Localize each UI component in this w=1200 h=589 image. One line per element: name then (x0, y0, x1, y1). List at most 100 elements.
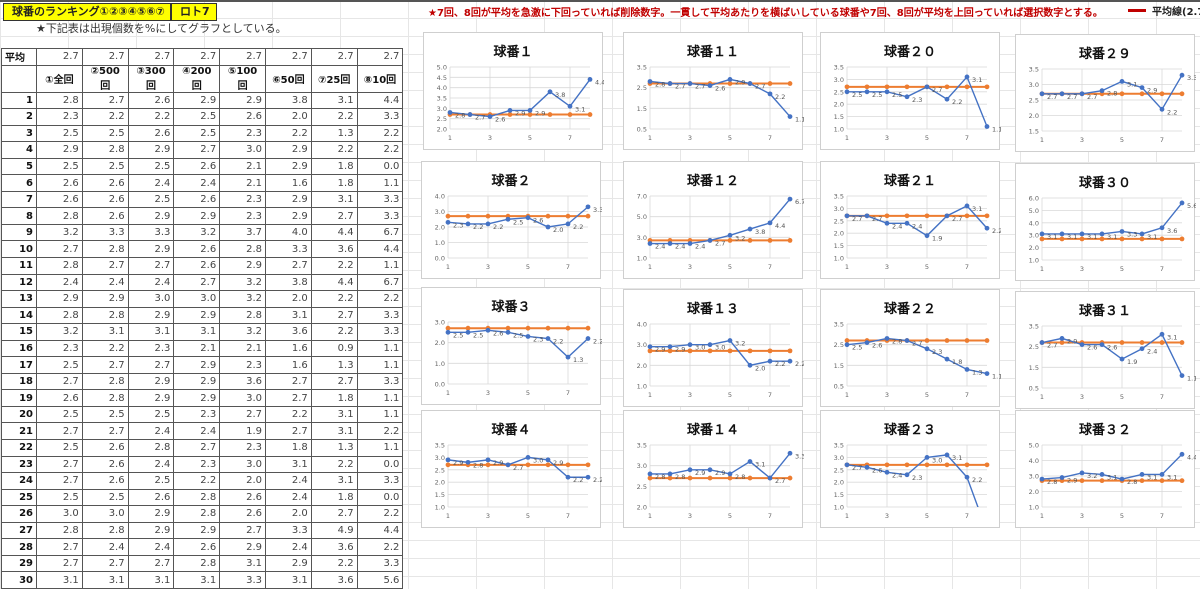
table-cell[interactable]: 2.6 (81, 190, 129, 209)
line-chart[interactable]: 0.5 1.5 2.5 3.5 1 3 5 7 2.7 2.9 2.6 2.6 1.9 2.4 3.1 1.1… (1015, 291, 1196, 409)
ball-number[interactable]: 30 (1, 571, 37, 589)
table-cell[interactable]: 6.7 (356, 273, 404, 292)
table-cell[interactable]: 2.9 (173, 91, 221, 110)
column-header[interactable]: ⑧10回 (356, 64, 404, 93)
table-cell[interactable]: 2.2 (356, 124, 404, 143)
table-cell[interactable]: 1.1 (356, 257, 404, 275)
ball-number[interactable]: 22 (1, 439, 37, 457)
ball-number[interactable]: 1 (1, 91, 37, 110)
table-cell[interactable]: 2.9 (173, 207, 221, 225)
table-cell[interactable]: 2.9 (219, 91, 266, 110)
ball-number[interactable]: 12 (1, 273, 37, 292)
table-cell[interactable]: 3.1 (310, 190, 358, 209)
table-cell[interactable]: 2.4 (81, 273, 129, 292)
table-cell[interactable]: 2.7 (36, 422, 83, 441)
table-cell[interactable]: 3.1 (264, 455, 312, 474)
table-cell[interactable]: 2.9 (81, 290, 129, 308)
table-cell[interactable]: 4.4 (356, 521, 404, 540)
table-cell[interactable]: 2.5 (81, 405, 129, 424)
table-cell[interactable]: 3.0 (219, 141, 266, 159)
ball-number[interactable]: 23 (1, 455, 37, 474)
table-cell[interactable]: 2.6 (36, 190, 83, 209)
table-cell[interactable]: 2.8 (81, 389, 129, 407)
ball-number[interactable]: 24 (1, 472, 37, 490)
table-cell[interactable]: 2.2 (356, 505, 404, 523)
table-cell[interactable]: 2.6 (173, 157, 221, 176)
table-cell[interactable]: 3.6 (310, 538, 358, 556)
table-cell[interactable]: 1.1 (356, 174, 404, 192)
ball-number[interactable]: 28 (1, 538, 37, 556)
line-chart[interactable]: 0.0 1.0 2.0 3.0 1 3 5 7 2.5 2.5 2.6 2.5 2.3 2.2 1.3 2.2… (421, 287, 602, 405)
table-cell[interactable]: 3.1 (127, 323, 175, 341)
avg-value[interactable]: 2.7 (173, 48, 221, 66)
table-cell[interactable]: 2.9 (173, 389, 221, 407)
table-cell[interactable]: 2.5 (81, 157, 129, 176)
table-cell[interactable]: 2.8 (81, 240, 129, 259)
avg-value[interactable]: 2.7 (36, 48, 83, 66)
table-cell[interactable]: 1.6 (264, 356, 312, 374)
table-cell[interactable]: 2.6 (173, 538, 221, 556)
table-cell[interactable]: 3.1 (36, 571, 83, 589)
table-cell[interactable]: 1.1 (356, 439, 404, 457)
table-cell[interactable]: 2.2 (310, 141, 358, 159)
table-cell[interactable]: 4.4 (356, 240, 404, 259)
table-cell[interactable]: 2.9 (173, 356, 221, 374)
table-cell[interactable]: 2.7 (310, 372, 358, 391)
table-cell[interactable]: 2.8 (36, 257, 83, 275)
table-cell[interactable]: 2.4 (81, 538, 129, 556)
table-cell[interactable]: 2.9 (264, 141, 312, 159)
table-cell[interactable]: 2.7 (264, 372, 312, 391)
table-cell[interactable]: 1.6 (264, 339, 312, 358)
table-cell[interactable]: 2.5 (127, 405, 175, 424)
table-cell[interactable]: 2.8 (173, 505, 221, 523)
table-cell[interactable]: 2.6 (173, 240, 221, 259)
table-cell[interactable]: 4.4 (310, 273, 358, 292)
table-cell[interactable]: 2.7 (219, 521, 266, 540)
table-cell[interactable]: 3.0 (219, 389, 266, 407)
table-cell[interactable]: 2.4 (264, 472, 312, 490)
table-cell[interactable]: 2.4 (127, 174, 175, 192)
table-cell[interactable]: 3.3 (356, 207, 404, 225)
table-cell[interactable]: 2.8 (81, 372, 129, 391)
table-cell[interactable]: 3.1 (310, 91, 358, 110)
table-cell[interactable]: 2.7 (81, 257, 129, 275)
table-cell[interactable]: 2.7 (81, 91, 129, 110)
table-cell[interactable]: 2.9 (127, 141, 175, 159)
table-cell[interactable]: 1.8 (264, 439, 312, 457)
table-cell[interactable]: 2.0 (264, 290, 312, 308)
table-cell[interactable]: 2.2 (264, 405, 312, 424)
table-cell[interactable]: 2.9 (127, 389, 175, 407)
table-cell[interactable]: 3.8 (264, 91, 312, 110)
table-cell[interactable]: 3.0 (173, 290, 221, 308)
table-cell[interactable]: 2.9 (127, 372, 175, 391)
table-cell[interactable]: 2.7 (36, 240, 83, 259)
table-cell[interactable]: 2.2 (356, 290, 404, 308)
table-cell[interactable]: 1.3 (310, 124, 358, 143)
table-cell[interactable]: 2.5 (81, 488, 129, 507)
table-cell[interactable]: 3.3 (356, 323, 404, 341)
table-cell[interactable]: 2.9 (127, 240, 175, 259)
table-cell[interactable]: 6.7 (356, 223, 404, 242)
table-cell[interactable]: 2.5 (127, 190, 175, 209)
table-cell[interactable]: 3.0 (219, 455, 266, 474)
table-cell[interactable]: 4.9 (310, 521, 358, 540)
table-cell[interactable]: 3.7 (219, 223, 266, 242)
table-cell[interactable]: 3.1 (310, 405, 358, 424)
table-cell[interactable]: 3.3 (356, 554, 404, 573)
table-cell[interactable]: 2.5 (173, 108, 221, 126)
table-cell[interactable]: 2.2 (310, 323, 358, 341)
table-cell[interactable]: 2.3 (173, 405, 221, 424)
table-cell[interactable]: 2.2 (264, 124, 312, 143)
table-cell[interactable]: 2.3 (219, 207, 266, 225)
ball-number[interactable]: 4 (1, 141, 37, 159)
line-chart[interactable]: 1.0 2.0 3.0 4.0 5.0 1 3 5 7 2.8 2.9 3.2 3.1 2.8 3.1 3.1… (1015, 410, 1196, 528)
ball-number[interactable]: 2 (1, 108, 37, 126)
table-cell[interactable]: 3.0 (127, 290, 175, 308)
table-cell[interactable]: 2.4 (264, 488, 312, 507)
table-cell[interactable]: 2.3 (127, 339, 175, 358)
line-chart[interactable]: 0.5 1.5 2.5 3.5 1 3 5 7 2.8 2.7 2.7 2.6 2.9 2.7 2.2 1.1… (623, 32, 804, 150)
ball-number[interactable]: 8 (1, 207, 37, 225)
table-cell[interactable]: 2.1 (173, 339, 221, 358)
table-cell[interactable]: 2.5 (36, 157, 83, 176)
line-chart[interactable]: 1.0 3.0 5.0 7.0 1 3 5 7 2.4 2.4 2.4 2.7 3.2 3.8 4.4 6.7… (623, 161, 804, 279)
